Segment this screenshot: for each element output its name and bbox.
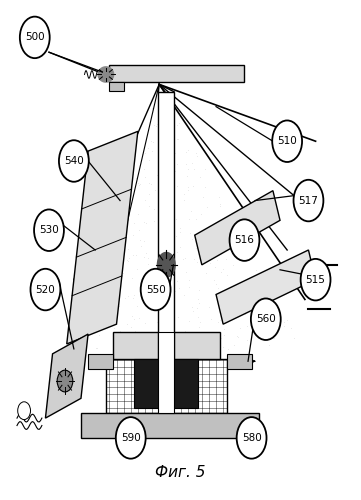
Circle shape: [30, 269, 60, 310]
Text: 530: 530: [39, 225, 59, 235]
Polygon shape: [109, 64, 244, 82]
Circle shape: [230, 220, 260, 261]
Text: 510: 510: [277, 136, 297, 146]
Circle shape: [20, 16, 50, 58]
Circle shape: [34, 210, 64, 251]
Text: 550: 550: [146, 284, 165, 294]
Polygon shape: [81, 413, 259, 438]
Text: 540: 540: [64, 156, 84, 166]
Polygon shape: [158, 332, 174, 413]
Polygon shape: [106, 359, 227, 413]
Polygon shape: [227, 354, 252, 368]
Polygon shape: [157, 252, 175, 277]
Polygon shape: [158, 92, 174, 374]
Polygon shape: [113, 332, 219, 359]
Circle shape: [57, 370, 73, 392]
Text: 580: 580: [242, 433, 261, 443]
Polygon shape: [67, 132, 138, 344]
Polygon shape: [216, 250, 316, 324]
Circle shape: [301, 259, 331, 300]
Text: Фиг. 5: Фиг. 5: [155, 465, 206, 480]
Circle shape: [251, 298, 281, 340]
Circle shape: [116, 417, 146, 459]
Polygon shape: [109, 82, 123, 91]
Circle shape: [293, 180, 323, 222]
Circle shape: [272, 120, 302, 162]
Text: 516: 516: [235, 235, 255, 245]
Polygon shape: [98, 67, 114, 82]
Polygon shape: [195, 190, 280, 265]
Polygon shape: [88, 354, 113, 368]
Circle shape: [59, 140, 89, 182]
Circle shape: [141, 269, 170, 310]
Text: 500: 500: [25, 32, 44, 42]
Text: 517: 517: [299, 196, 318, 205]
Polygon shape: [45, 334, 88, 418]
Text: 515: 515: [306, 274, 326, 284]
Text: 520: 520: [35, 284, 55, 294]
Circle shape: [237, 417, 266, 459]
Text: 590: 590: [121, 433, 141, 443]
Polygon shape: [134, 359, 198, 408]
Circle shape: [18, 402, 30, 419]
Text: 560: 560: [256, 314, 276, 324]
